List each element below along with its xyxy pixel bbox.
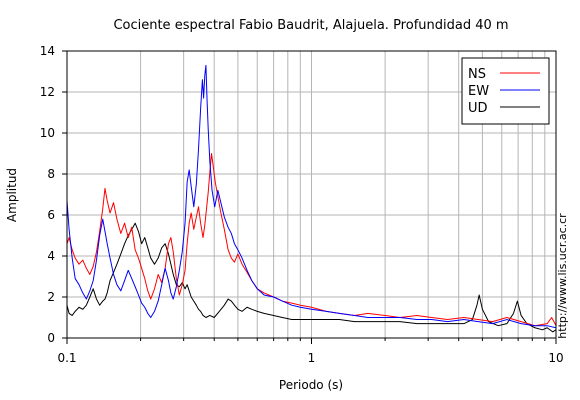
legend-box bbox=[461, 57, 550, 125]
legend-label-ud: UD bbox=[468, 101, 488, 116]
x-tick-label: 10 bbox=[548, 351, 563, 365]
y-tick-label: 14 bbox=[40, 44, 55, 58]
y-tick-label: 4 bbox=[47, 249, 55, 263]
chart-title: Cociente espectral Fabio Baudrit, Alajue… bbox=[113, 18, 508, 33]
x-tick-label: 0.1 bbox=[57, 351, 76, 365]
plot-area: 0 2 4 6 8 10 12 14 0.1 1 10 NS EW UD bbox=[40, 44, 564, 365]
x-tick-label: 1 bbox=[308, 351, 316, 365]
legend: NS EW UD bbox=[461, 57, 550, 125]
legend-label-ns: NS bbox=[468, 67, 486, 82]
side-url-note: http://www.lis.ucr.ac.cr bbox=[556, 213, 569, 339]
y-tick-label: 0 bbox=[47, 331, 55, 345]
y-tick-label: 12 bbox=[40, 85, 55, 99]
y-tick-label: 10 bbox=[40, 126, 55, 140]
plot-frame bbox=[66, 50, 557, 339]
y-tick-label: 8 bbox=[47, 167, 55, 181]
y-axis-label: Amplitud bbox=[5, 168, 19, 222]
x-axis-label: Periodo (s) bbox=[279, 378, 343, 392]
y-tick-label: 6 bbox=[47, 208, 55, 222]
y-tick-label: 2 bbox=[47, 290, 55, 304]
series-line-ns bbox=[67, 153, 556, 327]
series-line-ew bbox=[67, 64, 556, 329]
legend-label-ew: EW bbox=[468, 84, 489, 99]
